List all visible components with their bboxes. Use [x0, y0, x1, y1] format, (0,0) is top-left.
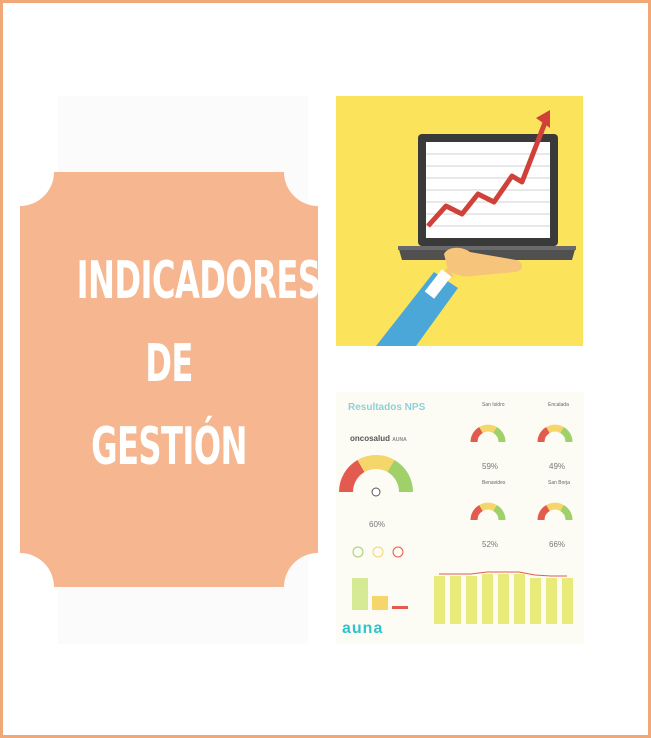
dashboard-title: Resultados NPS	[348, 402, 426, 413]
footer-logo: auna	[342, 620, 384, 637]
gauge-pct-2: 49%	[549, 462, 566, 471]
gauge-pct-4: 66%	[549, 540, 566, 549]
gauge-pct-1: 59%	[482, 462, 499, 471]
gauge-label-1: San Isidro	[482, 402, 505, 408]
main-gauge-pct: 60%	[369, 520, 386, 529]
gauge-pct-3: 52%	[482, 540, 499, 549]
trend-arrow-icon	[426, 119, 549, 228]
brand-logo: oncosalud AUNA	[350, 434, 407, 443]
gauge-icon	[338, 455, 414, 497]
dashboard-graphics	[338, 424, 573, 624]
gauge-label-4: San Borja	[548, 480, 570, 486]
gauge-label-3: Benavides	[482, 480, 506, 486]
smiley-icon	[352, 546, 404, 558]
laptop-icon	[376, 110, 576, 346]
title-line-2: DE	[145, 334, 193, 394]
brand-name: oncosalud	[350, 434, 391, 443]
growth-illustration	[336, 96, 583, 346]
brand-sub: AUNA	[392, 437, 407, 443]
nps-dashboard: Resultados NPS oncosalud AUNA	[336, 392, 584, 644]
title-card	[20, 172, 318, 587]
hand-icon	[444, 247, 522, 277]
title-line-3: GESTIÓN	[91, 417, 247, 477]
title-text: INDICADORES DE GESTIÓN	[76, 240, 321, 489]
title-line-1: INDICADORES	[76, 251, 321, 311]
gauge-label-2: Encalada	[548, 402, 569, 408]
